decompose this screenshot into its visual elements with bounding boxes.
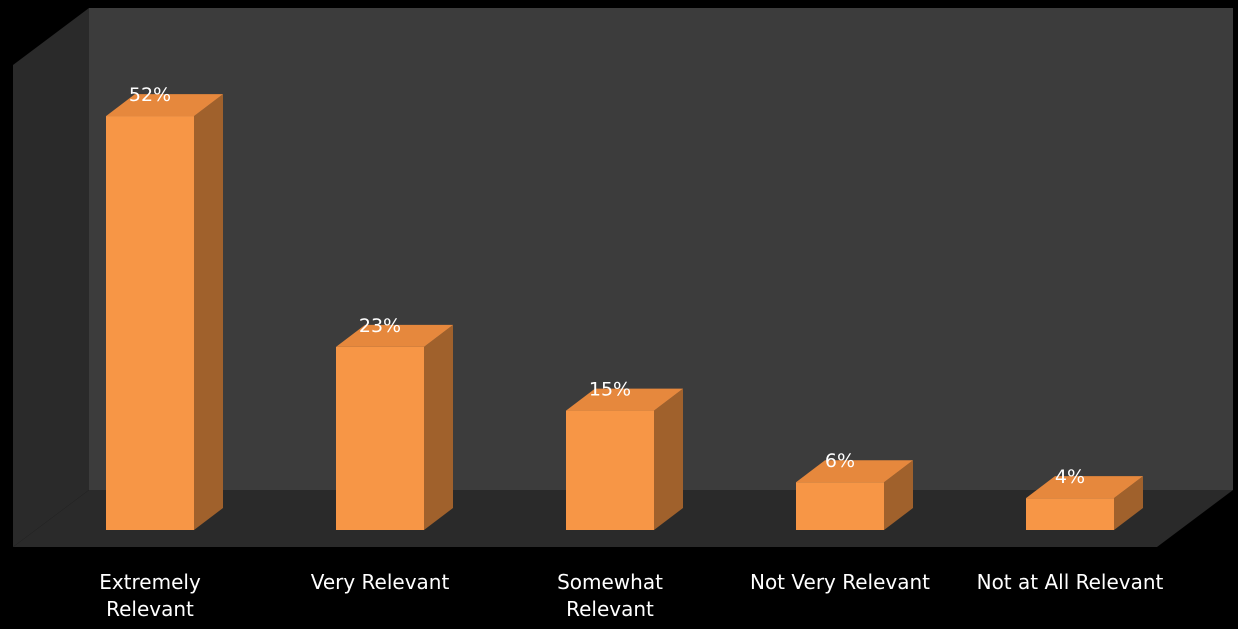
x-tick-label: Somewhat Relevant	[557, 570, 663, 621]
x-tick-label: Very Relevant	[310, 570, 450, 594]
bar-front	[566, 410, 654, 530]
data-label: 52%	[129, 84, 171, 106]
bar-top	[566, 388, 683, 411]
data-label: 23%	[359, 315, 401, 337]
bar-front	[1026, 498, 1114, 530]
bar-side	[654, 388, 683, 530]
x-tick-label: Not Very Relevant	[749, 570, 931, 594]
bar-top	[336, 324, 453, 347]
bar-side	[424, 324, 453, 530]
data-label: 15%	[589, 379, 631, 401]
bar-side	[884, 460, 913, 530]
bar	[336, 324, 453, 530]
bar-top	[796, 460, 913, 483]
bar	[796, 460, 913, 530]
bar	[1026, 476, 1143, 530]
x-tick-label: Not at All Relevant	[976, 570, 1164, 594]
bar-front	[336, 346, 424, 530]
side-wall	[13, 8, 89, 547]
bar-side	[1114, 476, 1143, 530]
bar-front	[796, 482, 884, 530]
bar-top	[106, 94, 223, 117]
x-tick-label: Extremely Relevant	[99, 570, 201, 621]
bar-front	[106, 116, 194, 530]
bar	[106, 94, 223, 530]
data-label: 6%	[825, 450, 855, 472]
bar	[566, 388, 683, 530]
data-label: 4%	[1055, 466, 1085, 488]
bar-top	[1026, 476, 1143, 499]
bar-side	[194, 94, 223, 530]
